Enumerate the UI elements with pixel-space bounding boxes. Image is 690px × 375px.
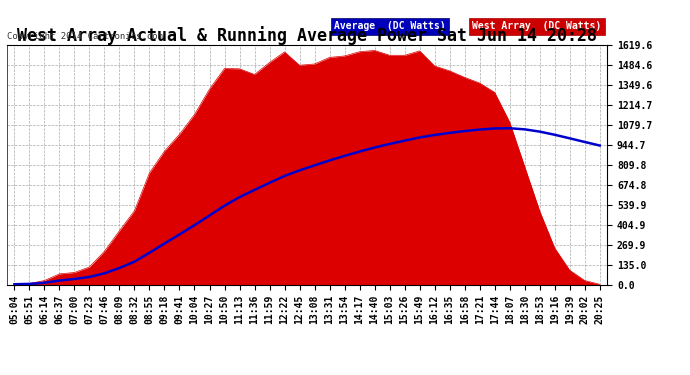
Title: West Array Actual & Running Average Power Sat Jun 14 20:28: West Array Actual & Running Average Powe… xyxy=(17,26,597,45)
Text: West Array  (DC Watts): West Array (DC Watts) xyxy=(472,21,602,32)
Text: Copyright 2014 Cartronics.com: Copyright 2014 Cartronics.com xyxy=(7,32,163,41)
Text: Average  (DC Watts): Average (DC Watts) xyxy=(334,21,446,32)
